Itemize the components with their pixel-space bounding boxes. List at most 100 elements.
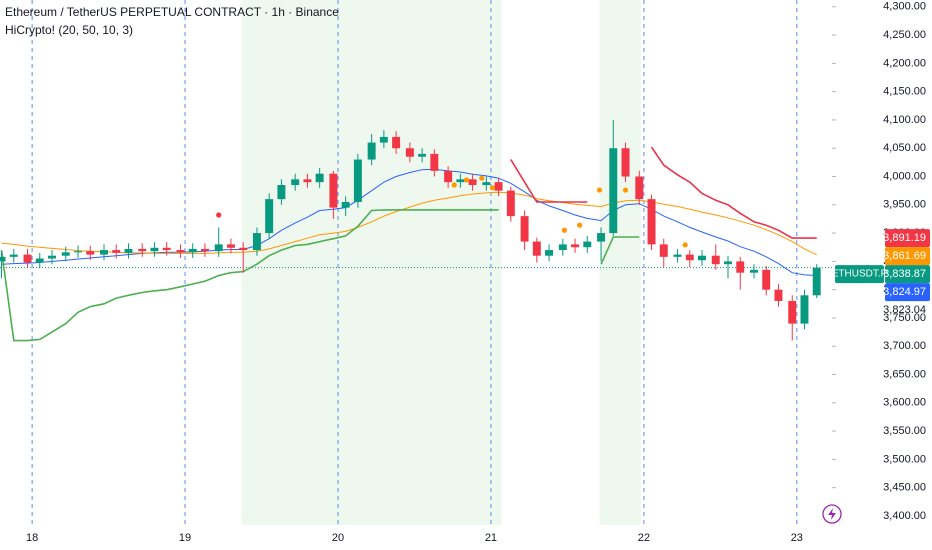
signal-dot bbox=[622, 187, 629, 193]
price-label: 3,838.87 bbox=[883, 268, 926, 280]
signal-dot bbox=[577, 222, 583, 228]
candle-body bbox=[86, 251, 95, 255]
y-tick-label: 3,600.00 bbox=[883, 397, 926, 409]
y-tick-label: 3,550.00 bbox=[883, 425, 926, 437]
candle-body bbox=[291, 179, 300, 185]
candle-body bbox=[162, 247, 171, 251]
candle-body bbox=[150, 247, 159, 252]
time-axis bbox=[0, 525, 832, 550]
candle-body bbox=[468, 179, 477, 185]
candle-body bbox=[571, 244, 580, 248]
indicator-line bbox=[1, 191, 817, 256]
price-label: 3,891.19 bbox=[883, 232, 926, 244]
y-tick-label: 4,300.00 bbox=[883, 1, 926, 13]
candle-body bbox=[444, 170, 453, 183]
candle-body bbox=[353, 159, 362, 202]
candle-body bbox=[265, 199, 274, 234]
signal-dot bbox=[479, 175, 485, 181]
y-tick-label: 4,000.00 bbox=[883, 170, 926, 182]
indicator-line bbox=[0, 209, 640, 342]
candle-body bbox=[774, 289, 783, 301]
candle-body bbox=[698, 255, 706, 261]
y-tick-label: 3,650.00 bbox=[883, 368, 926, 380]
price-label-box bbox=[885, 265, 930, 284]
session-shade bbox=[599, 0, 641, 525]
signal-dot bbox=[463, 177, 470, 183]
candle-body bbox=[494, 182, 503, 191]
candle-body bbox=[583, 241, 592, 248]
candle-body bbox=[597, 233, 606, 242]
x-tick-label: 23 bbox=[791, 532, 803, 544]
candle-body bbox=[736, 261, 745, 273]
candle-body bbox=[621, 148, 630, 177]
candle-body bbox=[750, 269, 758, 273]
price-label-box bbox=[885, 247, 930, 266]
candle-body bbox=[635, 176, 644, 200]
candle-body bbox=[788, 300, 797, 324]
x-tick-label: 18 bbox=[26, 532, 38, 544]
y-tick-label: 3,500.00 bbox=[883, 453, 926, 465]
candle-body bbox=[418, 153, 427, 157]
plot-layer bbox=[0, 119, 821, 342]
candle-body bbox=[532, 241, 541, 256]
y-tick-label: 4,250.00 bbox=[883, 29, 926, 41]
candle-body bbox=[430, 153, 439, 171]
x-tick-label: 21 bbox=[485, 532, 497, 544]
candle-body bbox=[303, 179, 312, 183]
candle-body bbox=[74, 251, 82, 253]
candle-body bbox=[200, 248, 209, 252]
y-tick-label: 3,950.00 bbox=[883, 199, 926, 211]
axes-layer: 18 19 20 21 22 23 3,400.00 3,450.00 3,500.00 3,55… bbox=[26, 1, 930, 544]
candle-body bbox=[138, 248, 147, 252]
candle-body bbox=[176, 250, 185, 253]
candle-body bbox=[659, 244, 668, 257]
candle-body bbox=[379, 136, 388, 143]
y-tick-label: 4,150.00 bbox=[883, 86, 926, 98]
indicator-line bbox=[1, 168, 817, 276]
candle-body bbox=[673, 254, 682, 257]
y-tick-label: 4,200.00 bbox=[883, 57, 926, 69]
candle-body bbox=[482, 182, 491, 185]
price-label-box bbox=[885, 229, 930, 248]
candle-body bbox=[392, 136, 401, 149]
y-tick-label: 3,450.00 bbox=[883, 482, 926, 494]
candle-body bbox=[100, 250, 108, 255]
candle-body bbox=[405, 148, 414, 157]
candle-body bbox=[762, 269, 771, 290]
candle-body bbox=[252, 233, 261, 251]
y-tick-label: 3,700.00 bbox=[883, 340, 926, 352]
candle-body bbox=[9, 254, 18, 257]
candle-body bbox=[61, 252, 70, 256]
lightning-icon[interactable] bbox=[822, 504, 842, 524]
candle-body bbox=[545, 250, 554, 256]
signal-dot bbox=[216, 212, 222, 218]
signal-dot bbox=[561, 227, 567, 233]
candle-body bbox=[23, 254, 32, 263]
candle-body bbox=[724, 261, 732, 265]
y-tick-label: 3,400.00 bbox=[883, 510, 926, 522]
candle-body bbox=[609, 148, 618, 234]
x-tick-label: 22 bbox=[638, 532, 650, 544]
candle-body bbox=[226, 244, 235, 248]
candle-body bbox=[277, 184, 286, 200]
candle-body bbox=[35, 258, 44, 263]
candle-body bbox=[329, 173, 338, 208]
signal-dot bbox=[596, 187, 603, 193]
x-tick-label: 19 bbox=[179, 532, 191, 544]
x-tick-label: 20 bbox=[332, 532, 344, 544]
candle-body bbox=[558, 244, 567, 251]
signal-dot bbox=[451, 182, 457, 188]
candle-body bbox=[48, 255, 56, 259]
signal-dot bbox=[489, 185, 496, 191]
candle-body bbox=[647, 199, 656, 245]
candle-body bbox=[188, 248, 197, 253]
symbol-box bbox=[835, 265, 884, 284]
candle-body bbox=[239, 247, 248, 251]
price-label: 3,824.97 bbox=[883, 286, 926, 298]
candle-body bbox=[341, 201, 350, 208]
candle-body bbox=[800, 295, 809, 324]
candle-body bbox=[506, 190, 515, 217]
candle-body bbox=[812, 267, 821, 296]
indicator-label: HiCrypto! (20, 50, 10, 3) bbox=[5, 23, 133, 37]
